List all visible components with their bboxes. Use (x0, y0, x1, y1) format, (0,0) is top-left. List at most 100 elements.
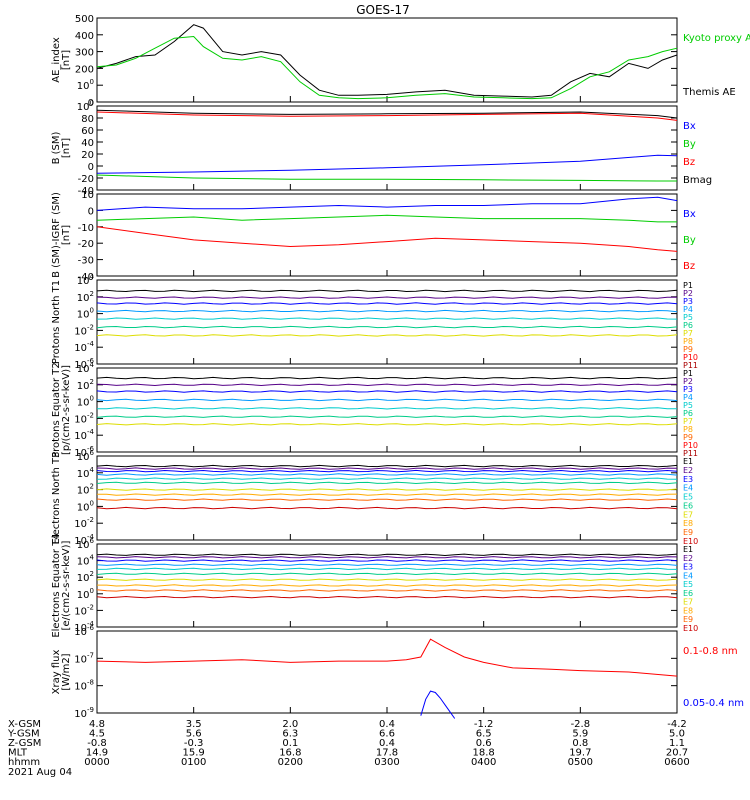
legend-entry: E9 (683, 528, 693, 537)
legend-entry: By (683, 139, 696, 150)
y-tick-label: 100 (77, 587, 94, 601)
xaxis-value: 0000 (84, 757, 109, 768)
legend-entry: E7 (683, 598, 693, 607)
series-line-bx (96, 154, 678, 174)
y-axis-label: Electrons Equator T4 (51, 533, 62, 637)
xaxis-row-label: X-GSM (8, 719, 41, 730)
y-tick-label: 10-8 (74, 679, 94, 693)
legend-entry: P6 (683, 409, 693, 418)
legend-entry: E10 (683, 624, 698, 633)
xaxis-value: 5.9 (572, 729, 588, 740)
y-tick-label: -40 (78, 272, 94, 283)
legend-entry: P1 (683, 369, 693, 378)
y-tick-label: 10-7 (74, 651, 94, 665)
series-line-p4 (96, 398, 678, 402)
series-line-by (96, 214, 677, 223)
xaxis-value: 15.9 (183, 748, 205, 759)
series-line-p6 (96, 415, 678, 418)
xaxis-value: 4.5 (89, 729, 105, 740)
legend-entry: E1 (683, 457, 693, 466)
legend-entry: E8 (683, 519, 693, 528)
panel-6: 10-4 10-2 100 102 104 106 Electrons North T3 E1… (51, 449, 698, 547)
legend-entry: E10 (683, 537, 698, 546)
legend-entry: E6 (683, 589, 693, 598)
panel-frame (96, 17, 678, 103)
xaxis-value: 0.1 (282, 738, 298, 749)
series-line-p1 (96, 376, 678, 380)
xaxis-value: 0600 (664, 757, 689, 768)
legend-entry: P6 (683, 321, 693, 330)
xaxis-value: 0300 (374, 757, 399, 768)
y-tick-label: -10 (78, 223, 94, 234)
series-line-e2 (96, 556, 678, 559)
xaxis-row-label: hhmm (8, 757, 40, 768)
y-tick-label: 102 (77, 290, 94, 304)
legend-entry: P8 (683, 337, 693, 346)
panel-5: 10-6 10-4 10-2 100 102 104 Protons Equator T2[… (51, 361, 698, 459)
legend-entry: E1 (683, 545, 693, 554)
series-line-e6 (96, 572, 678, 576)
y-axis-label: AE_index (51, 37, 62, 83)
legend-entry: E2 (683, 554, 693, 563)
y-tick-label: 500 (75, 14, 94, 25)
series-line-bx (96, 196, 678, 211)
legend-entry: E4 (683, 484, 693, 493)
legend-entry: By (683, 235, 696, 246)
panel-frame (96, 193, 678, 277)
xaxis-value: -0.8 (87, 738, 107, 749)
legend-entry: P10 (683, 441, 698, 450)
series-line-by (96, 174, 677, 182)
y-tick-label: 10-2 (74, 603, 94, 617)
xaxis-value: 0.4 (379, 719, 395, 730)
series-line-p4 (96, 309, 678, 313)
legend-entry: E8 (683, 606, 693, 615)
xaxis-value: 4.8 (89, 719, 105, 730)
xaxis-value: 2.0 (282, 719, 298, 730)
y-tick-label: 0 (88, 162, 94, 173)
panel-1: 0 100 200 300 400 500 AE_index [nT] Kyoto proxy … (51, 14, 750, 109)
y-axis-unit: [nT] (61, 138, 72, 158)
xaxis-row-label: Z-GSM (8, 738, 41, 749)
series-line-p2 (96, 296, 677, 299)
y-tick-label: 104 (77, 361, 95, 375)
series-line-e7 (96, 488, 678, 491)
legend-entry: E4 (683, 571, 693, 580)
xaxis-value: 0.6 (476, 738, 492, 749)
xaxis-value: 1.1 (669, 738, 685, 749)
series-line-p2 (96, 383, 678, 387)
y-tick-label: 10-4 (74, 533, 94, 547)
legend-entry: E5 (683, 580, 693, 589)
series-line-p5 (96, 317, 678, 320)
y-tick-label: -40 (78, 186, 94, 197)
panel-frame (96, 367, 678, 453)
y-tick-label: 104 (77, 466, 95, 480)
legend-entry: P4 (683, 393, 693, 402)
y-tick-label: 300 (75, 48, 94, 59)
legend-entry: Bx (683, 121, 696, 132)
xaxis-value: 6.5 (476, 729, 492, 740)
y-axis-label: Electrons North T3 (51, 451, 62, 544)
legend-entry: P11 (683, 449, 698, 458)
series-line-e2 (96, 467, 678, 470)
xaxis-value: 18.8 (473, 748, 495, 759)
series-line-e4 (96, 563, 678, 566)
legend-entry: P3 (683, 385, 693, 394)
xaxis-value: -0.3 (184, 738, 204, 749)
legend-entry: P9 (683, 345, 693, 354)
y-tick-label: 100 (77, 307, 94, 321)
y-tick-label: 10-4 (74, 620, 94, 634)
series-line-themis-ae (96, 24, 678, 98)
plot-title: GOES-17 (356, 3, 410, 17)
y-tick-label: 0 (88, 98, 94, 109)
legend-entry: P5 (683, 401, 693, 410)
series-line-e8 (97, 584, 678, 587)
y-tick-label: 10-4 (74, 428, 94, 442)
legend-entry: Bz (683, 157, 695, 168)
series-line-e3 (96, 469, 678, 473)
panel-frame (96, 630, 678, 714)
series-line-e5 (96, 567, 678, 571)
xaxis-value: 0.4 (379, 738, 395, 749)
series-line-p7 (96, 334, 678, 337)
